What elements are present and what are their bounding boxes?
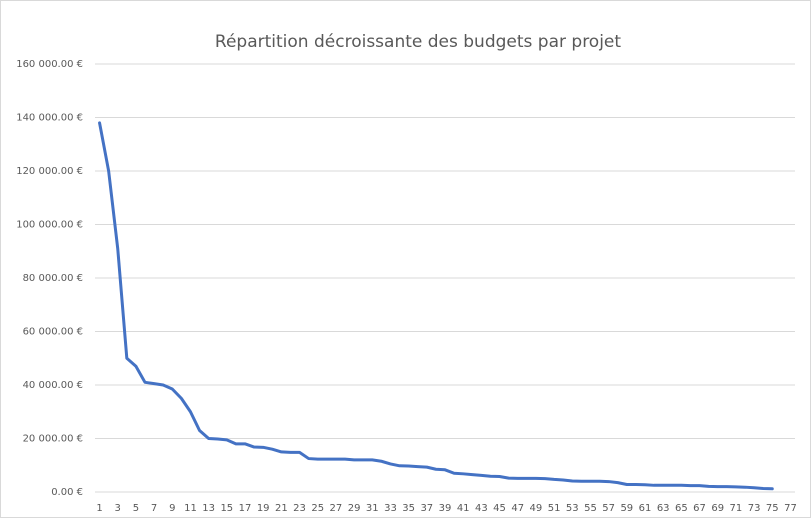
x-tick-label: 69: [711, 503, 724, 514]
x-tick-label: 23: [293, 503, 306, 514]
x-tick-label: 45: [493, 503, 506, 514]
x-tick-label: 51: [548, 503, 561, 514]
x-tick-label: 39: [439, 503, 452, 514]
x-tick-label: 67: [693, 503, 706, 514]
x-tick-label: 3: [115, 503, 121, 514]
data-line: [98, 121, 774, 491]
x-tick-label: 75: [766, 503, 779, 514]
y-tick-label: 100 000.00 €: [16, 220, 83, 231]
x-tick-label: 53: [566, 503, 579, 514]
x-tick-label: 19: [257, 503, 270, 514]
x-tick-label: 5: [133, 503, 139, 514]
y-tick-label: 0.00 €: [51, 487, 83, 498]
x-tick-label: 35: [402, 503, 415, 514]
x-tick-label: 55: [584, 503, 597, 514]
x-tick-label: 43: [475, 503, 488, 514]
x-tick-label: 27: [330, 503, 343, 514]
x-tick-label: 49: [530, 503, 543, 514]
y-tick-label: 140 000.00 €: [16, 113, 83, 124]
chart-title: Répartition décroissante des budgets par…: [215, 32, 621, 52]
y-tick-label: 160 000.00 €: [16, 59, 83, 70]
x-tick-label: 9: [169, 503, 175, 514]
x-tick-label: 65: [675, 503, 688, 514]
x-tick-label: 71: [730, 503, 743, 514]
y-tick-label: 60 000.00 €: [23, 327, 83, 338]
x-tick-label: 63: [657, 503, 670, 514]
x-tick-label: 29: [348, 503, 361, 514]
x-tick-label: 59: [620, 503, 633, 514]
x-tick-label: 15: [220, 503, 233, 514]
x-tick-label: 41: [457, 503, 470, 514]
x-tick-label: 77: [784, 503, 797, 514]
x-tick-label: 1: [96, 503, 102, 514]
x-tick-label: 13: [202, 503, 215, 514]
x-tick-label: 73: [748, 503, 761, 514]
y-tick-label: 40 000.00 €: [23, 380, 83, 391]
x-tick-label: 31: [366, 503, 379, 514]
x-tick-label: 57: [602, 503, 615, 514]
y-tick-label: 120 000.00 €: [16, 166, 83, 177]
x-tick-label: 61: [639, 503, 652, 514]
y-tick-label: 80 000.00 €: [23, 273, 83, 284]
x-tick-label: 25: [311, 503, 324, 514]
y-tick-label: 20 000.00 €: [23, 434, 83, 445]
x-tick-label: 33: [384, 503, 397, 514]
x-tick-label: 7: [151, 503, 157, 514]
x-tick-label: 47: [511, 503, 524, 514]
x-tick-label: 21: [275, 503, 288, 514]
x-tick-label: 17: [239, 503, 252, 514]
x-tick-label: 11: [184, 503, 197, 514]
x-tick-label: 37: [420, 503, 433, 514]
